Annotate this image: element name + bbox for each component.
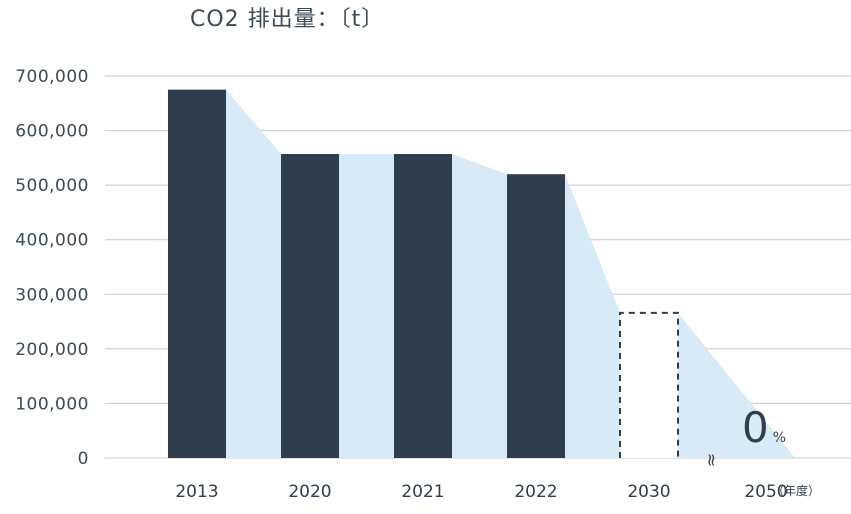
y-tick-label: 500,000 xyxy=(15,176,89,196)
y-tick-label: 700,000 xyxy=(15,67,89,87)
x-axis-unit-label: （年度） xyxy=(772,483,820,498)
axis-break-icon: ≈ xyxy=(701,453,721,467)
bars xyxy=(168,89,679,459)
trend-area xyxy=(168,89,795,459)
bar-2030-fill xyxy=(620,312,678,458)
y-axis-tick-labels: 0 100,000 200,000 300,000 400,000 500,000 600,… xyxy=(15,67,89,469)
zero-percent-value: 0 xyxy=(742,403,769,452)
y-tick-label: 300,000 xyxy=(15,285,89,305)
y-tick-label: 0 xyxy=(78,449,89,469)
x-axis-tick-labels: 2013 2020 2021 2022 2030 2050 xyxy=(175,482,787,502)
x-tick-label: 2013 xyxy=(175,482,218,502)
y-tick-label: 200,000 xyxy=(15,340,89,360)
bar-2021 xyxy=(394,154,452,458)
y-tick-label: 600,000 xyxy=(15,122,89,142)
x-tick-label: 2021 xyxy=(401,482,444,502)
y-tick-label: 100,000 xyxy=(15,394,89,414)
x-tick-label: 2030 xyxy=(627,482,670,502)
bar-2020 xyxy=(281,154,339,458)
zero-percent-annotation: 0% xyxy=(742,403,786,452)
bar-2022 xyxy=(507,174,565,458)
bar-2013 xyxy=(168,89,226,459)
chart-title: CO2 排出量：〔t〕 xyxy=(190,7,384,32)
percent-sign: % xyxy=(773,430,786,446)
x-tick-label: 2022 xyxy=(514,482,557,502)
bar-2030 xyxy=(619,311,679,458)
x-tick-label: 2050 xyxy=(744,482,787,502)
y-tick-label: 400,000 xyxy=(15,231,89,251)
x-tick-label: 2020 xyxy=(288,482,331,502)
